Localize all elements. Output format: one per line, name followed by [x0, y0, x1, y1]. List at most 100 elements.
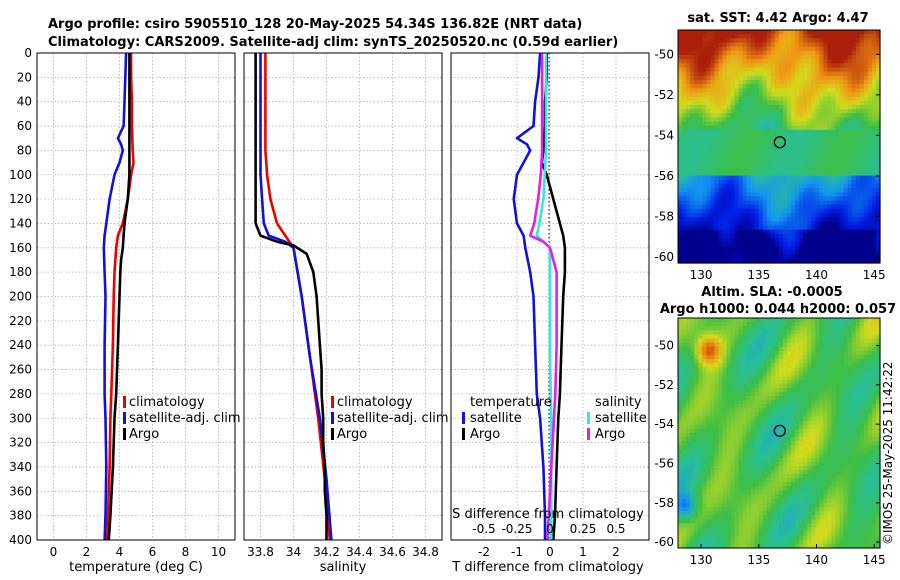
- heatmap-cell: [762, 400, 768, 405]
- heatmap-cell: [706, 109, 711, 114]
- heatmap-cell: [770, 213, 776, 218]
- heatmap-cell: [795, 371, 800, 377]
- heatmap-cell: [819, 420, 825, 426]
- heatmap-cell: [807, 129, 812, 135]
- heatmap-cell: [783, 125, 788, 131]
- heatmap-cell: [875, 322, 881, 327]
- heatmap-cell: [799, 338, 804, 344]
- heatmap-cell: [682, 338, 687, 344]
- x-tick-label: 33.8: [247, 545, 274, 559]
- heatmap-cell: [734, 400, 740, 405]
- heatmap-cell: [682, 79, 687, 85]
- heatmap-cell: [827, 441, 833, 446]
- heatmap-cell: [859, 229, 865, 235]
- heatmap-cell: [762, 42, 768, 48]
- heatmap-cell: [839, 359, 845, 364]
- heatmap-cell: [706, 200, 711, 206]
- heatmap-cell: [843, 387, 849, 393]
- heatmap-cell: [774, 229, 780, 235]
- heatmap-cell: [754, 138, 760, 143]
- heatmap-cell: [827, 59, 833, 64]
- heatmap-cell: [698, 163, 703, 168]
- heatmap-cell: [835, 113, 841, 118]
- heatmap-cell: [875, 326, 881, 331]
- heatmap-cell: [694, 474, 699, 479]
- heatmap-cell: [787, 359, 792, 364]
- heatmap-cell: [803, 208, 808, 214]
- heatmap-cell: [807, 34, 812, 39]
- heatmap-cell: [694, 192, 699, 198]
- heatmap-cell: [863, 163, 869, 168]
- heatmap-cell: [758, 363, 764, 368]
- heatmap-cell: [750, 238, 756, 243]
- heatmap-cell: [682, 359, 687, 364]
- heatmap-cell: [738, 387, 744, 393]
- heatmap-cell: [698, 254, 703, 260]
- heatmap-cell: [726, 217, 732, 222]
- heatmap-cell: [867, 125, 873, 131]
- heatmap-cell: [799, 469, 804, 475]
- heatmap-cell: [779, 163, 784, 168]
- heatmap-cell: [867, 254, 873, 260]
- heatmap-cell: [718, 67, 724, 73]
- heatmap-cell: [823, 84, 829, 89]
- heatmap-cell: [867, 238, 873, 243]
- heatmap-cell: [815, 391, 820, 397]
- heatmap-cell: [766, 42, 772, 48]
- heatmap-cell: [811, 246, 816, 252]
- heatmap-cell: [738, 416, 744, 422]
- heatmap-cell: [758, 100, 764, 106]
- heatmap-cell: [807, 79, 812, 85]
- heatmap-cell: [682, 88, 687, 94]
- heatmap-cell: [722, 92, 728, 98]
- heatmap-cell: [823, 445, 829, 451]
- heatmap-cell: [698, 412, 703, 418]
- heatmap-cell: [746, 104, 752, 110]
- heatmap-cell: [770, 200, 776, 206]
- heatmap-cell: [710, 42, 715, 48]
- heatmap-cell: [694, 196, 699, 202]
- heatmap-cell: [847, 79, 853, 85]
- heatmap-cell: [783, 379, 788, 385]
- heatmap-cell: [791, 104, 796, 110]
- heatmap-cell: [807, 457, 812, 463]
- heatmap-cell: [787, 96, 792, 102]
- heatmap-cell: [682, 175, 687, 181]
- heatmap-cell: [730, 330, 736, 336]
- heatmap-cell: [766, 171, 772, 177]
- heatmap-cell: [787, 342, 792, 348]
- heatmap-cell: [815, 121, 820, 127]
- heatmap-cell: [726, 437, 732, 442]
- heatmap-cell: [779, 412, 784, 418]
- heatmap-cell: [871, 92, 877, 98]
- heatmap-cell: [875, 474, 881, 479]
- heatmap-cell: [718, 420, 724, 426]
- heatmap-cell: [835, 71, 841, 77]
- heatmap-cell: [815, 217, 820, 222]
- heatmap-cell: [694, 412, 699, 418]
- heatmap-cell: [774, 67, 780, 73]
- heatmap-cell: [787, 171, 792, 177]
- salinity-xlabel: salinity: [320, 560, 367, 575]
- heatmap-cell: [851, 104, 857, 110]
- heatmap-cell: [851, 449, 857, 455]
- heatmap-cell: [706, 453, 711, 459]
- heatmap-cell: [754, 379, 760, 385]
- heatmap-cell: [694, 367, 699, 372]
- heatmap-cell: [770, 117, 776, 123]
- heatmap-cell: [706, 478, 711, 483]
- heatmap-cell: [714, 474, 719, 479]
- heatmap-cell: [839, 171, 845, 177]
- heatmap-cell: [682, 242, 687, 247]
- heatmap-cell: [694, 88, 699, 94]
- heatmap-cell: [750, 428, 756, 434]
- heatmap-cell: [774, 428, 780, 434]
- heatmap-cell: [690, 134, 695, 139]
- heatmap-cell: [795, 96, 800, 102]
- heatmap-cell: [738, 453, 744, 459]
- heatmap-cell: [734, 469, 740, 475]
- heatmap-cell: [686, 375, 691, 381]
- heatmap-cell: [827, 158, 833, 164]
- heatmap-cell: [859, 175, 865, 181]
- heatmap-cell: [730, 424, 736, 430]
